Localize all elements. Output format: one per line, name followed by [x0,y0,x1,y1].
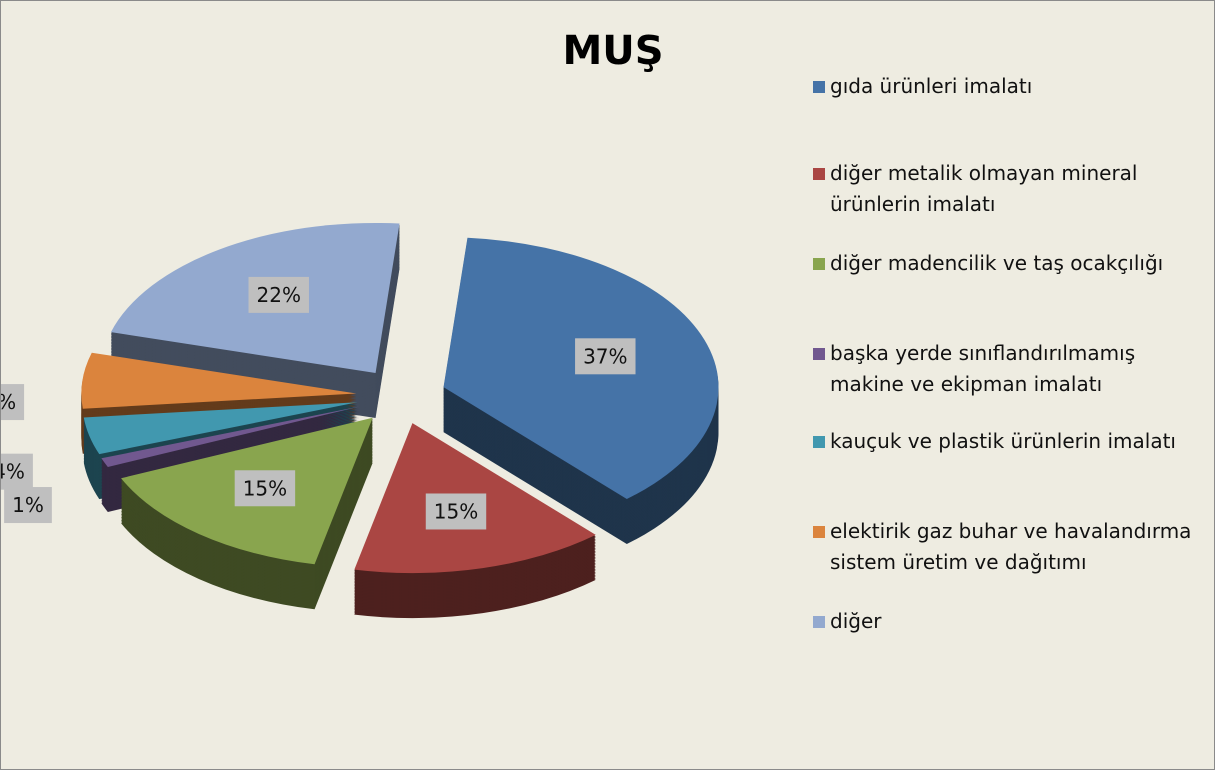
data-label: 37% [583,344,627,368]
data-label-bg [1,384,25,421]
legend-item: diğer madencilik ve taş ocakçılığı [813,248,1205,279]
pie-slice [443,237,719,544]
legend-label: başka yerde sınıflandırılmamış makine ve… [830,341,1136,396]
slice-side [101,410,360,472]
legend-swatch [813,616,825,628]
legend-item: başka yerde sınıflandırılmamış makine ve… [813,338,1205,400]
slice-top [101,406,360,468]
data-label-bg [425,493,487,530]
legend-item: diğer metalik olmayan mineral ürünlerin … [813,158,1205,220]
chart-title: MUŞ [562,28,663,74]
slice-side [101,416,360,478]
legend-label: diğer [830,609,882,633]
slice-side [101,413,360,475]
data-label-bg [1,453,33,490]
legend-swatch [813,436,825,448]
legend-label: kauçuk ve plastik ürünlerin imalatı [830,429,1176,453]
data-label: 15% [434,499,478,523]
data-label: 6% [1,390,16,414]
slice-side [101,415,360,477]
legend-item: kauçuk ve plastik ürünlerin imalatı [813,426,1205,457]
slice-side [101,419,360,481]
slice-top [81,352,357,409]
legend-item: gıda ürünleri imalatı [813,71,1205,102]
legend-swatch [813,348,825,360]
data-label: 1% [12,493,44,517]
legend-item: elektirik gaz buhar ve havalandırma sist… [813,516,1205,578]
legend-swatch [813,168,825,180]
legend-label: diğer madencilik ve taş ocakçılığı [830,251,1164,275]
data-label: 4% [1,460,25,484]
data-label-bg [234,470,296,507]
legend-swatch [813,526,825,538]
slice-side [101,409,360,471]
slice-top [83,402,358,455]
slice-side [101,412,360,474]
legend-label: diğer metalik olmayan mineral ürünlerin … [830,161,1138,216]
legend-label: gıda ürünleri imalatı [830,74,1033,98]
legend-item: diğer [813,606,1205,637]
slice-side [101,418,360,480]
data-label: 15% [243,476,287,500]
data-label: 22% [257,283,301,307]
legend-swatch [813,81,825,93]
data-label-bg [248,276,309,313]
data-label-bg [575,338,636,375]
slice-side [101,407,360,469]
legend-swatch [813,258,825,270]
data-label-bg [4,487,52,524]
legend-label: elektirik gaz buhar ve havalandırma sist… [830,519,1192,574]
